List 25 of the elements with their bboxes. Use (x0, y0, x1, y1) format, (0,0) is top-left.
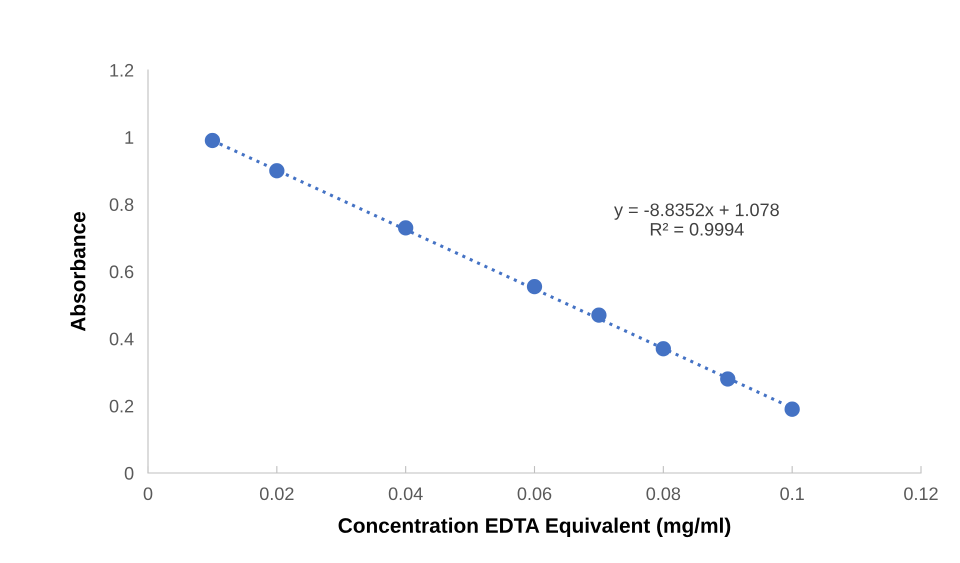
point (398, 220, 414, 236)
y-tick-label: 0 (124, 466, 134, 480)
y-tick-label: 1 (125, 131, 134, 144)
point (269, 163, 284, 178)
x-tick-label: 0.04 (388, 487, 423, 500)
y-tick-label: 0.8 (110, 198, 134, 212)
x-tick-label: 0 (144, 487, 152, 500)
x-tick-label: 0.1 (780, 487, 804, 500)
x-tick-label: 0.02 (260, 487, 294, 500)
point (720, 371, 736, 387)
y-tick-label: 1.2 (110, 64, 134, 77)
y-tick-label: 0.6 (110, 265, 134, 278)
y-tick-label: 0.4 (110, 332, 134, 346)
x-tick-label: 0.06 (518, 487, 552, 500)
y-axis-title: Absorbance (70, 212, 86, 332)
x-tick-label: 0.12 (904, 487, 938, 500)
point (656, 341, 671, 356)
point (591, 308, 607, 323)
annotation: y = -8.8352x + 1.078 R² = 0.9994 (614, 203, 779, 236)
point (204, 132, 220, 148)
point (526, 278, 542, 294)
y-tick-label: 0.2 (110, 400, 134, 413)
point (784, 402, 800, 417)
x-tick-label: 0.08 (646, 487, 680, 500)
x-axis-title: Concentration EDTA Equivalent (mg/ml) (338, 518, 730, 538)
